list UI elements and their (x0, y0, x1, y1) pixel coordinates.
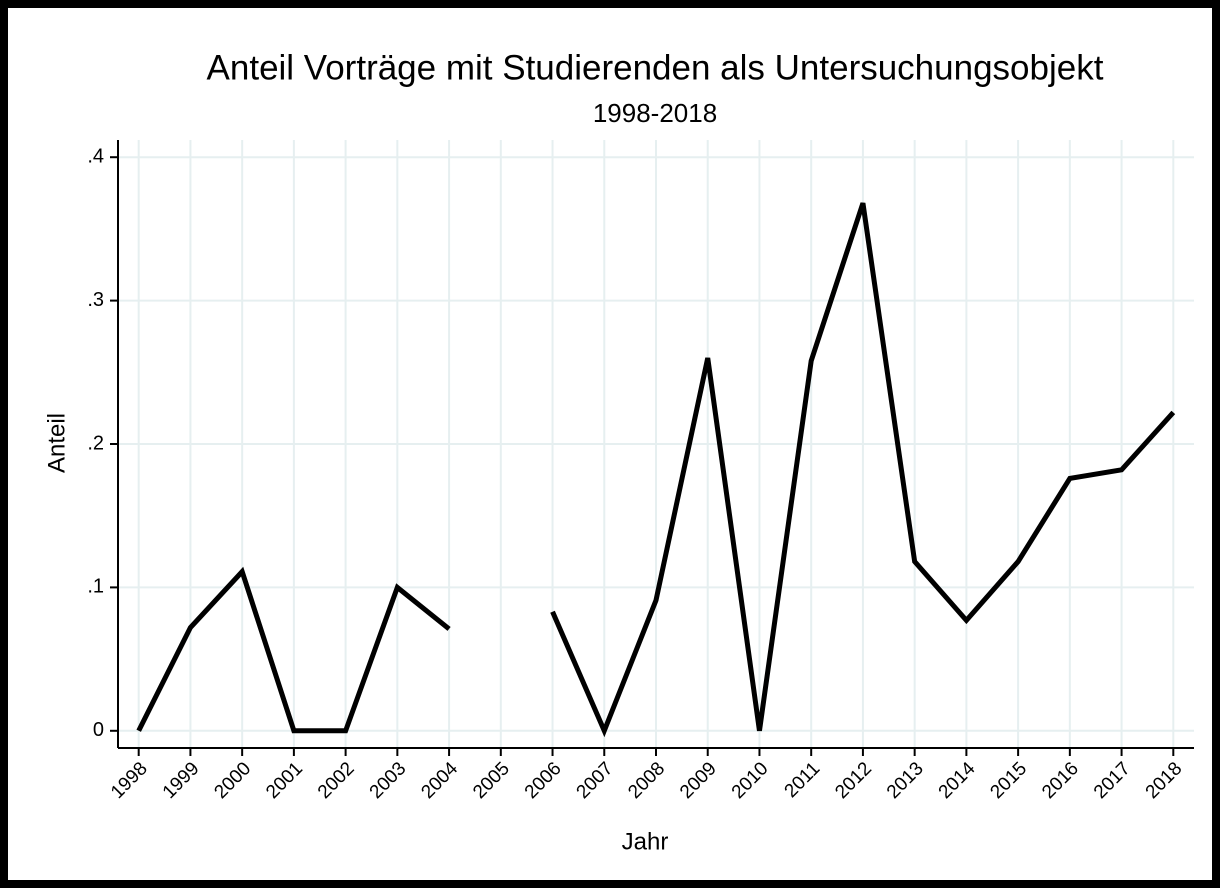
chart-title: Anteil Vorträge mit Studierenden als Unt… (207, 48, 1104, 87)
y-tick-label: .2 (87, 432, 104, 454)
y-tick-label: 0 (93, 719, 104, 741)
data-line (136, 202, 1176, 738)
y-tick-label: .4 (87, 145, 104, 167)
y-tick-label: .3 (87, 289, 104, 311)
y-tick-label: .1 (87, 576, 104, 598)
y-axis-label: Anteil (43, 413, 70, 473)
x-axis-label: Jahr (622, 828, 669, 855)
chart-subtitle: 1998-2018 (593, 98, 717, 128)
